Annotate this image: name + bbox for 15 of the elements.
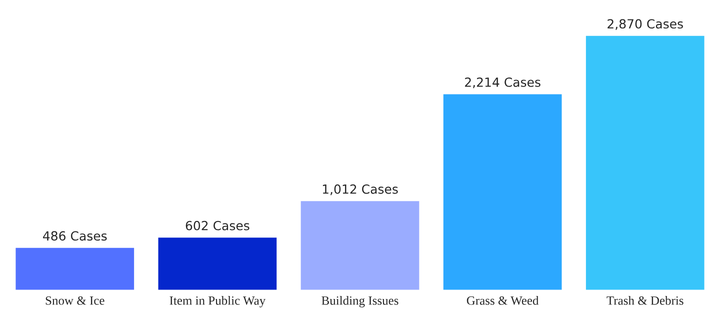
bar	[156, 236, 278, 290]
x-tick-label: Grass & Weed	[466, 296, 539, 305]
data-label: 486 Cases	[43, 231, 107, 241]
data-label: 602 Cases	[186, 220, 250, 230]
x-tick-label: Building Issues	[322, 296, 398, 308]
bar	[14, 246, 136, 290]
bar	[299, 200, 421, 290]
x-tick-label: Item in Public Way	[170, 296, 266, 308]
bar	[442, 92, 564, 290]
data-label: 2,214 Cases	[465, 77, 540, 88]
data-label: 1,012 Cases	[322, 184, 398, 196]
data-label: 2,870 Cases	[608, 19, 683, 30]
bar	[584, 34, 706, 290]
x-tick-label: Trash & Debris	[606, 296, 684, 305]
x-tick-label: Snow & Ice	[46, 296, 104, 305]
